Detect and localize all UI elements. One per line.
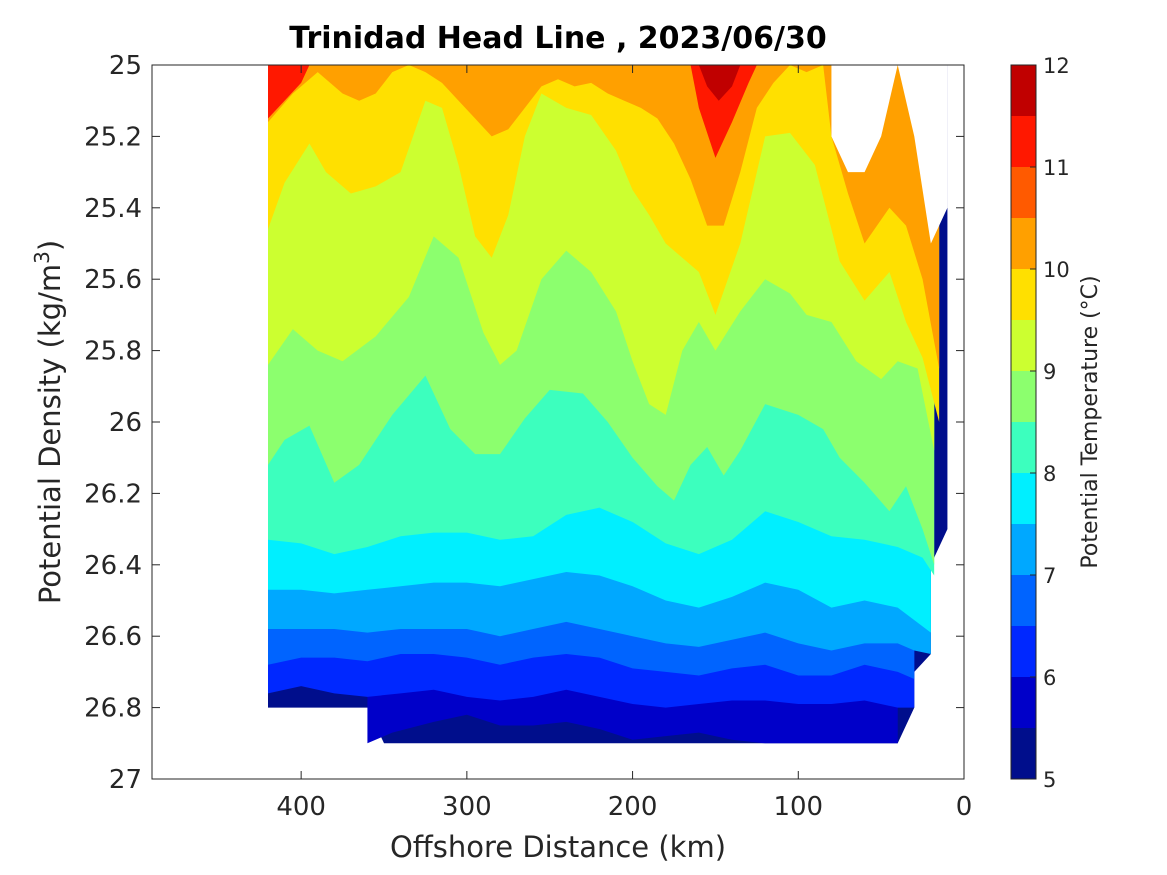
y-tick-label-5: 26 [109, 408, 142, 438]
colorbar-tick-label-5: 10 [1043, 258, 1070, 282]
colorbar-swatch-0 [1011, 728, 1036, 779]
y-tick-label-9: 26.8 [84, 694, 142, 724]
colorbar-tick-label-2: 7 [1043, 564, 1056, 588]
colorbar-swatch-12 [1011, 116, 1036, 167]
y-tick-label-6: 26.2 [84, 479, 142, 509]
colorbar-swatch-7 [1011, 371, 1036, 422]
x-tick-label-3: 100 [773, 792, 823, 822]
colorbar-swatch-6 [1011, 422, 1036, 473]
colorbar-swatch-10 [1011, 218, 1036, 269]
contour-band-9 [268, 65, 935, 451]
x-tick-label-1: 300 [442, 792, 492, 822]
y-tick-label-10: 27 [109, 765, 142, 795]
x-tick-label-4: 0 [956, 792, 973, 822]
contour-band-11-offshore [268, 65, 310, 119]
no-data-mask-2 [897, 65, 948, 244]
colorbar-swatch-2 [1011, 626, 1036, 677]
y-tick-label-3: 25.6 [84, 265, 142, 295]
contour-band-11 [690, 65, 757, 158]
y-axis-label-end: ) [33, 240, 67, 251]
y-tick-label-2: 25.4 [84, 194, 142, 224]
y-tick-label-8: 26.6 [84, 622, 142, 652]
colorbar-tick-label-1: 6 [1043, 666, 1056, 690]
colorbar-swatch-11 [1011, 167, 1036, 218]
colorbar-swatch-9 [1011, 269, 1036, 320]
colorbar-tick-label-3: 8 [1043, 462, 1056, 486]
colorbar-swatch-1 [1011, 677, 1036, 728]
x-axis-label: Offshore Distance (km) [390, 830, 726, 864]
x-tick-label-2: 200 [608, 792, 658, 822]
x-tick-label-0: 400 [276, 792, 326, 822]
colorbar-label: Potential Temperature (°C) [1078, 275, 1103, 568]
colorbar-swatch-4 [1011, 524, 1036, 575]
colorbar-frame [1010, 64, 1037, 780]
contour-band-11.5 [698, 65, 741, 101]
colorbar-swatch-3 [1011, 575, 1036, 626]
contour-fills [268, 65, 948, 744]
x-axis-ticks: 400 300 200 100 0 [276, 65, 972, 822]
colorbar-swatch-5 [1011, 473, 1036, 524]
y-tick-label-7: 26.4 [84, 551, 142, 581]
plot-area: 400 300 200 100 0 25 25.2 25.4 25.6 25.8 26 26.2 26… [84, 51, 972, 822]
colorbar-swatch-13 [1011, 65, 1036, 116]
colorbar-tick-label-7: 12 [1043, 54, 1070, 78]
y-tick-label-1: 25.2 [84, 122, 142, 152]
y-axis-label-main: Potential Density (kg/m [33, 264, 67, 604]
y-tick-label-4: 25.8 [84, 337, 142, 367]
colorbar: 5 6 7 8 9 10 11 12 [1010, 54, 1070, 792]
colorbar-tick-label-0: 5 [1043, 768, 1056, 792]
colorbar-tick-label-4: 9 [1043, 360, 1056, 384]
no-data-mask-1 [831, 65, 898, 173]
y-axis-label: Potential Density (kg/m3) [30, 240, 67, 604]
y-tick-label-0: 25 [109, 51, 142, 81]
y-axis-label-superscript: 3 [30, 251, 54, 264]
colorbar-tick-label-6: 11 [1043, 156, 1070, 180]
chart-title: Trinidad Head Line , 2023/06/30 [289, 21, 826, 56]
colorbar-swatch-8 [1011, 320, 1036, 371]
y-axis-ticks: 25 25.2 25.4 25.6 25.8 26 26.2 26.4 26.6 26.8 27 [84, 51, 964, 795]
